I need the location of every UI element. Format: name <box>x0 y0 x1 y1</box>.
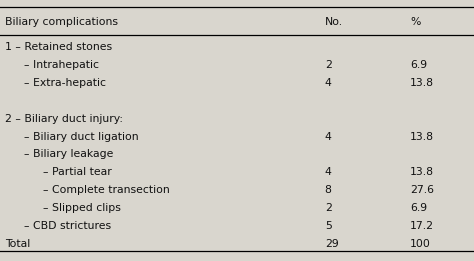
Text: – Slipped clips: – Slipped clips <box>43 203 120 213</box>
Text: 29: 29 <box>325 239 338 249</box>
Text: 13.8: 13.8 <box>410 78 434 88</box>
Text: 13.8: 13.8 <box>410 167 434 177</box>
Text: 5: 5 <box>325 221 332 231</box>
Text: 27.6: 27.6 <box>410 185 434 195</box>
Text: 2: 2 <box>325 60 332 70</box>
Text: – Complete transection: – Complete transection <box>43 185 169 195</box>
Text: – Intrahepatic: – Intrahepatic <box>24 60 99 70</box>
Text: 6.9: 6.9 <box>410 60 427 70</box>
Text: – Partial tear: – Partial tear <box>43 167 111 177</box>
Text: 4: 4 <box>325 167 332 177</box>
Text: No.: No. <box>325 17 343 27</box>
Text: – Biliary duct ligation: – Biliary duct ligation <box>24 132 138 141</box>
Text: – Extra-hepatic: – Extra-hepatic <box>24 78 106 88</box>
Text: – Biliary leakage: – Biliary leakage <box>24 150 113 159</box>
Text: 13.8: 13.8 <box>410 132 434 141</box>
Text: – CBD strictures: – CBD strictures <box>24 221 111 231</box>
Text: 17.2: 17.2 <box>410 221 434 231</box>
Text: 2 – Biliary duct injury:: 2 – Biliary duct injury: <box>5 114 123 124</box>
Text: 4: 4 <box>325 78 332 88</box>
Text: 1 – Retained stones: 1 – Retained stones <box>5 42 112 52</box>
Text: Total: Total <box>5 239 30 249</box>
Text: 2: 2 <box>325 203 332 213</box>
Text: 100: 100 <box>410 239 431 249</box>
Text: 6.9: 6.9 <box>410 203 427 213</box>
Text: 8: 8 <box>325 185 332 195</box>
Text: Biliary complications: Biliary complications <box>5 17 118 27</box>
Text: %: % <box>410 17 420 27</box>
Text: 4: 4 <box>325 132 332 141</box>
